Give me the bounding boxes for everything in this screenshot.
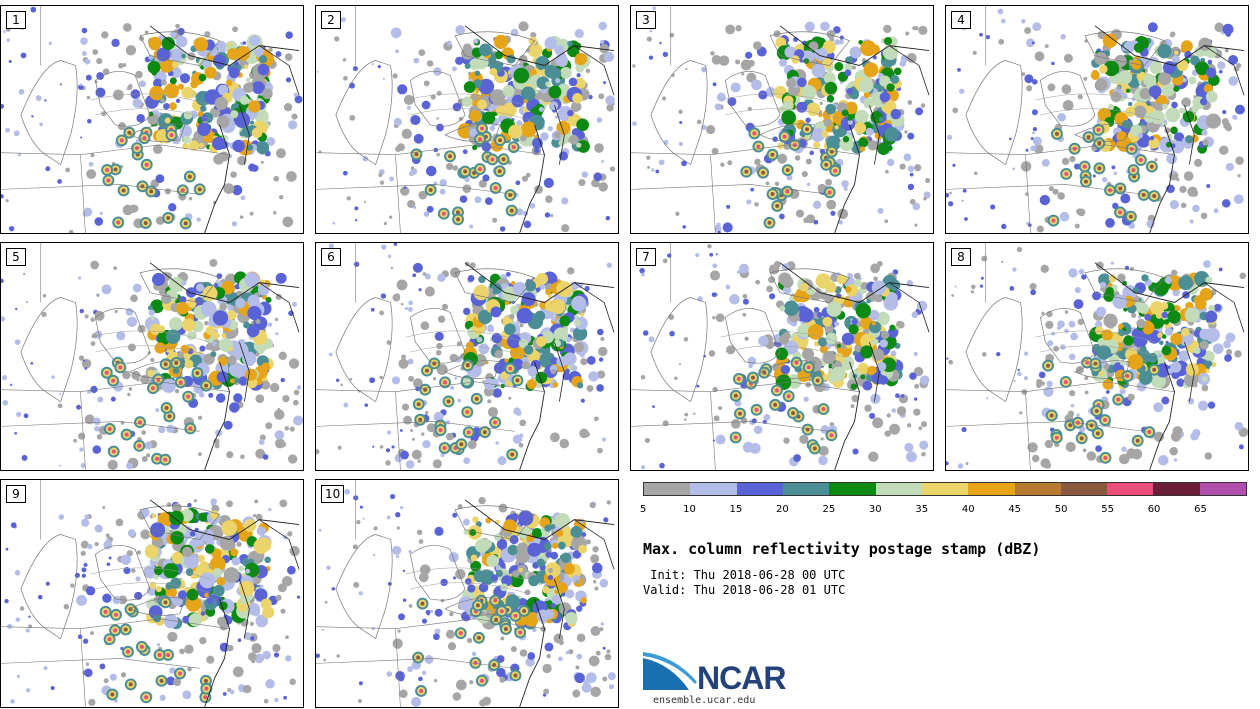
- colorbar-swatch: [1060, 483, 1108, 495]
- colorbar-swatch: [736, 483, 783, 495]
- colorbar-tick-label: 25: [822, 504, 836, 515]
- colorbar-tick-label: 15: [729, 504, 743, 515]
- ncar-logo-icon: [643, 652, 697, 690]
- colorbar-tick-label: 35: [915, 504, 929, 515]
- panel-number: 3: [636, 11, 656, 29]
- panel-number: 8: [951, 248, 971, 266]
- colorbar-tick-label: 10: [683, 504, 696, 515]
- colorbar-swatch: [875, 483, 922, 495]
- website-url: ensemble.ucar.edu: [653, 695, 756, 706]
- map-panel-4: 4: [945, 5, 1249, 234]
- map-panel-6: 6: [315, 242, 619, 471]
- map-panel-5: 5: [0, 242, 304, 471]
- colorbar-swatch: [690, 483, 737, 495]
- init-time: Init: Thu 2018-06-28 00 UTC: [643, 568, 846, 582]
- colorbar-tick-label: 30: [868, 504, 882, 515]
- colorbar-swatch: [1014, 483, 1061, 495]
- panel-number: 2: [321, 11, 341, 29]
- reflectivity-map: [1, 480, 301, 707]
- map-panel-7: 7: [630, 242, 934, 471]
- colorbar-swatch: [968, 483, 1015, 495]
- colorbar-swatch: [1199, 483, 1247, 495]
- map-panel-8: 8: [945, 242, 1249, 471]
- reflectivity-map: [631, 243, 930, 470]
- panel-number: 9: [6, 485, 26, 503]
- reflectivity-map: [1, 243, 303, 470]
- colorbar-swatch: [644, 483, 691, 495]
- colorbar-swatch: [1107, 483, 1154, 495]
- colorbar-tick-label: 20: [776, 504, 789, 515]
- panel-number: 7: [636, 248, 656, 266]
- reflectivity-map: [316, 243, 615, 470]
- colorbar-tick-label: 65: [1194, 504, 1207, 515]
- valid-time: Valid: Thu 2018-06-28 01 UTC: [643, 583, 846, 597]
- colorbar-tick-label: 5: [639, 504, 647, 515]
- panel-number: 10: [321, 485, 345, 503]
- panel-number: 5: [6, 248, 26, 266]
- reflectivity-map: [1, 6, 303, 233]
- colorbar-swatch: [829, 483, 876, 495]
- colorbar-tick-label: 50: [1054, 504, 1068, 515]
- reflectivity-map: [946, 6, 1245, 233]
- reflectivity-map: [316, 6, 616, 233]
- colorbar-swatch: [782, 483, 830, 495]
- map-panel-3: 3: [630, 5, 934, 234]
- colorbar-swatch: [921, 483, 969, 495]
- colorbar: [643, 482, 1247, 496]
- map-panel-9: 9: [0, 479, 304, 708]
- panel-number: 6: [321, 248, 341, 266]
- colorbar-tick-label: 45: [1008, 504, 1022, 515]
- reflectivity-map: [631, 6, 931, 233]
- panel-number: 4: [951, 11, 971, 29]
- map-panel-2: 2: [315, 5, 619, 234]
- colorbar-ticks: 5 10 15 20 25 30 35 40 45 50 55 60 65: [639, 504, 1247, 518]
- reflectivity-map: [946, 243, 1248, 470]
- panel-number: 1: [6, 11, 26, 29]
- colorbar-tick-label: 55: [1101, 504, 1114, 515]
- colorbar-tick-label: 40: [961, 504, 975, 515]
- figure-title: Max. column reflectivity postage stamp (…: [643, 540, 1041, 558]
- reflectivity-map: [316, 480, 616, 707]
- map-panel-1: 1: [0, 5, 304, 234]
- colorbar-tick-label: 60: [1147, 504, 1161, 515]
- logo-text: NCAR: [697, 660, 786, 696]
- map-panel-10: 10: [315, 479, 619, 708]
- colorbar-swatch: [1153, 483, 1200, 495]
